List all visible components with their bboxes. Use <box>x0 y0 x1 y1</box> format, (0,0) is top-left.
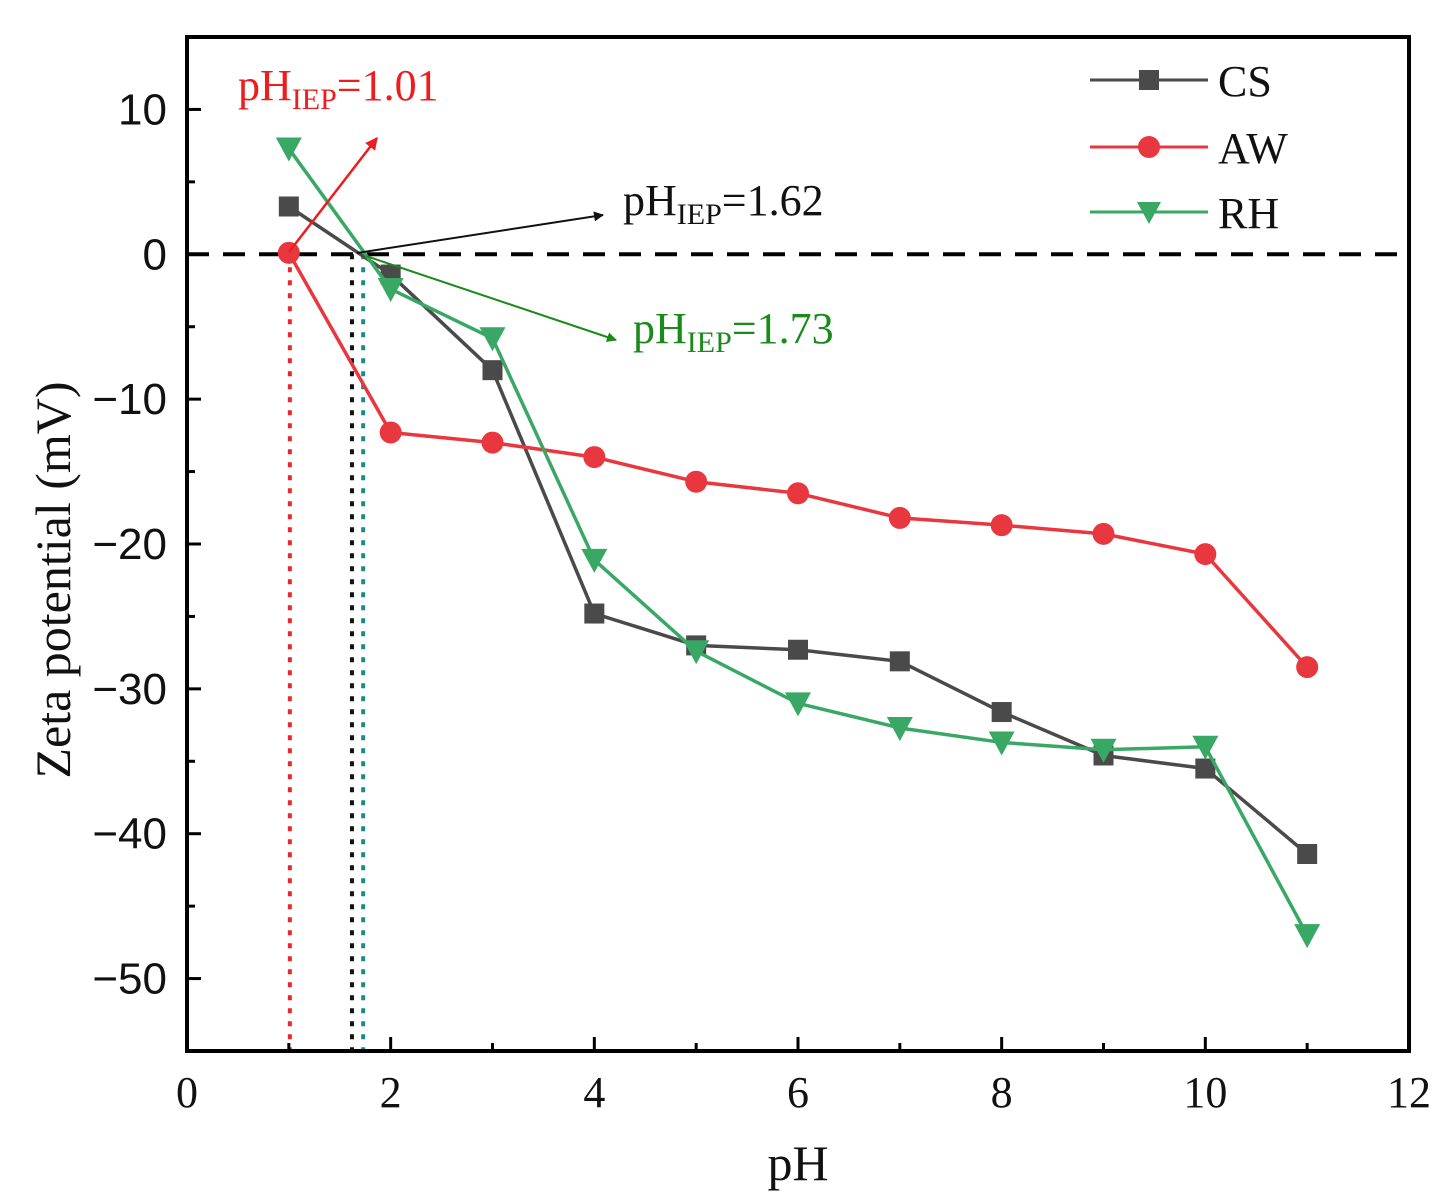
y-tick-label-5: −40 <box>92 810 167 859</box>
data-point-cs-7 <box>991 702 1012 723</box>
data-point-rh-7 <box>988 731 1015 756</box>
data-point-aw-10 <box>1296 656 1319 679</box>
data-point-rh-9 <box>1192 735 1219 760</box>
y-tick-label-1: 0 <box>143 230 167 279</box>
data-point-rh-5 <box>785 692 811 717</box>
annotation-iep-cs-sub: IEP <box>677 198 722 231</box>
annotation-iep-aw-suffix: =1.01 <box>337 61 439 110</box>
y-tick-label-0: 10 <box>118 85 167 134</box>
data-point-cs-6 <box>889 651 910 672</box>
data-point-cs-10 <box>1297 843 1318 864</box>
data-point-rh-10 <box>1294 924 1321 949</box>
data-point-cs-2 <box>482 360 503 381</box>
annotation-arrow-rh <box>365 255 617 342</box>
x-axis-title: pH <box>767 1135 828 1191</box>
y-tick-label-4: −30 <box>92 665 167 714</box>
data-point-rh-3 <box>581 548 608 573</box>
legend-marker-cs <box>1139 70 1159 90</box>
annotation-arrow-aw <box>288 137 378 253</box>
data-point-aw-3 <box>583 446 606 469</box>
data-point-rh-0 <box>275 137 302 162</box>
data-point-aw-4 <box>685 470 708 493</box>
y-tick-label-3: −20 <box>92 520 167 569</box>
legend-marker-rh <box>1137 202 1161 224</box>
x-tick-label-0: 0 <box>176 1068 198 1117</box>
data-point-rh-1 <box>377 278 404 303</box>
y-tick-label-6: −50 <box>92 955 167 1004</box>
x-tick-label-1: 2 <box>380 1068 402 1117</box>
data-point-aw-1 <box>379 421 402 444</box>
annotation-iep-aw-prefix: pH <box>238 61 292 110</box>
annotation-iep-cs-prefix: pH <box>623 176 677 225</box>
data-point-rh-4 <box>683 640 710 665</box>
legend-marker-aw <box>1138 136 1160 158</box>
x-tick-label-4: 8 <box>991 1068 1013 1117</box>
x-tick-label-5: 10 <box>1183 1068 1227 1117</box>
data-point-cs-0 <box>278 196 299 217</box>
annotation-iep-aw-sub: IEP <box>292 83 337 116</box>
data-point-aw-9 <box>1194 543 1217 566</box>
data-point-aw-5 <box>787 482 809 505</box>
data-point-cs-3 <box>584 603 605 624</box>
data-point-aw-0 <box>277 241 300 264</box>
annotation-iep-cs-suffix: =1.62 <box>722 176 824 225</box>
data-point-aw-8 <box>1092 522 1115 545</box>
annotation-iep-aw: pHIEP=1.01 <box>238 61 439 116</box>
data-point-cs-9 <box>1195 758 1216 779</box>
annotation-iep-rh: pHIEP=1.73 <box>633 304 834 359</box>
data-point-cs-5 <box>788 639 808 660</box>
data-point-aw-7 <box>990 514 1013 537</box>
x-tick-label-6: 12 <box>1387 1068 1431 1117</box>
x-tick-label-2: 4 <box>583 1068 605 1117</box>
legend-label-aw: AW <box>1218 124 1288 173</box>
y-tick-label-2: −10 <box>92 375 167 424</box>
annotation-iep-rh-prefix: pH <box>633 304 687 353</box>
legend: CS AW RH <box>1090 57 1288 238</box>
data-point-aw-2 <box>481 431 504 454</box>
annotation-iep-rh-sub: IEP <box>687 326 732 359</box>
data-point-rh-8 <box>1090 738 1117 763</box>
x-tick-label-3: 6 <box>787 1068 809 1117</box>
data-point-aw-6 <box>888 506 911 529</box>
data-point-rh-6 <box>886 716 913 741</box>
annotation-iep-cs: pHIEP=1.62 <box>623 176 824 231</box>
annotation-iep-rh-suffix: =1.73 <box>732 304 834 353</box>
legend-label-cs: CS <box>1218 57 1272 106</box>
annotation-arrow-cs <box>356 211 604 254</box>
series-line-rh <box>287 147 1309 936</box>
y-axis-title: Zeta potential (mV) <box>25 381 81 778</box>
legend-label-rh: RH <box>1218 189 1279 238</box>
data-point-rh-2 <box>479 327 506 352</box>
